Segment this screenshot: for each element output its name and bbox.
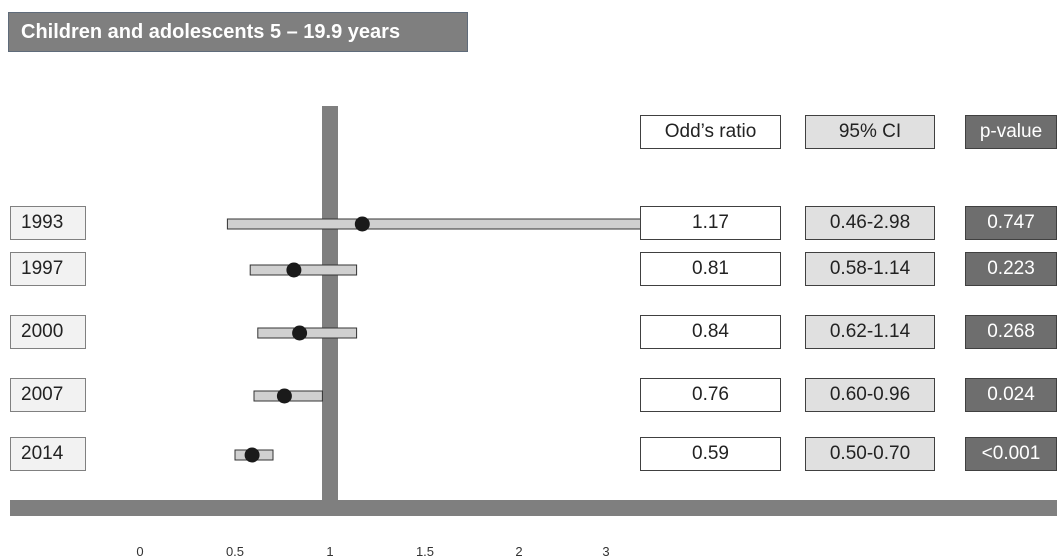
- p-value: <0.001: [965, 437, 1057, 471]
- ci-value: 0.50-0.70: [805, 437, 935, 471]
- year-label: 2014: [10, 437, 86, 471]
- p-value: 0.223: [965, 252, 1057, 286]
- reference-line: [322, 106, 338, 516]
- point-estimate: [244, 447, 260, 463]
- odds-ratio-value: 0.59: [640, 437, 781, 471]
- x-tick-label: 1.5: [416, 544, 434, 558]
- x-tick-label: 3: [602, 544, 609, 558]
- odds-ratio-value: 1.17: [640, 206, 781, 240]
- header-p-value: p-value: [965, 115, 1057, 149]
- ci-bar: [249, 264, 358, 276]
- x-tick-label: 0: [136, 544, 143, 558]
- ci-value: 0.60-0.96: [805, 378, 935, 412]
- year-label: 1993: [10, 206, 86, 240]
- ci-value: 0.58-1.14: [805, 252, 935, 286]
- header-ci: 95% CI: [805, 115, 935, 149]
- ci-bar: [226, 218, 707, 230]
- chart-title: Children and adolescents 5 – 19.9 years: [8, 12, 468, 52]
- header-odds-ratio: Odd’s ratio: [640, 115, 781, 149]
- year-label: 2007: [10, 378, 86, 412]
- odds-ratio-value: 0.84: [640, 315, 781, 349]
- odds-ratio-value: 0.81: [640, 252, 781, 286]
- odds-ratio-value: 0.76: [640, 378, 781, 412]
- ci-value: 0.62-1.14: [805, 315, 935, 349]
- x-tick-label: 1: [326, 544, 333, 558]
- x-tick-label: 0.5: [226, 544, 244, 558]
- p-value: 0.024: [965, 378, 1057, 412]
- year-label: 2000: [10, 315, 86, 349]
- ci-bar: [257, 327, 358, 339]
- x-tick-label: 2: [515, 544, 522, 558]
- ci-value: 0.46-2.98: [805, 206, 935, 240]
- x-axis-band: [10, 500, 1057, 516]
- point-estimate: [354, 216, 370, 232]
- p-value: 0.747: [965, 206, 1057, 240]
- year-label: 1997: [10, 252, 86, 286]
- point-estimate: [276, 388, 292, 404]
- point-estimate: [286, 262, 302, 278]
- p-value: 0.268: [965, 315, 1057, 349]
- point-estimate: [292, 325, 308, 341]
